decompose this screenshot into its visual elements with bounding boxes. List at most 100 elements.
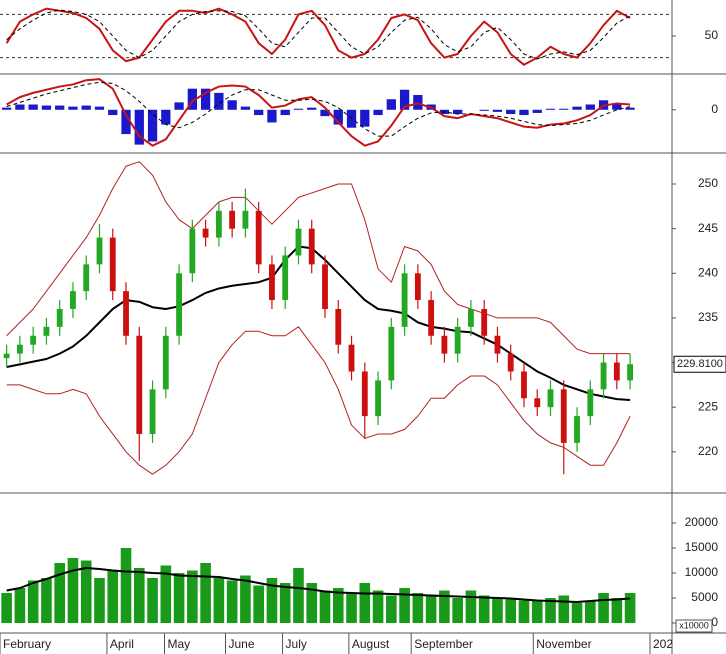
candle-body [574, 416, 580, 443]
histogram-bar [360, 109, 370, 127]
volume-bar [585, 600, 596, 623]
candle-body [70, 291, 76, 309]
candle-body [361, 371, 368, 417]
volume-bar [611, 598, 623, 623]
candle-body [587, 389, 594, 417]
series-line [6, 245, 631, 402]
volume-bar [439, 590, 450, 623]
candle-body [547, 389, 554, 408]
candle-body [162, 335, 169, 390]
histogram-bar [94, 106, 105, 110]
histogram-bar [134, 109, 144, 145]
volume-bar [120, 548, 132, 623]
candle-body [348, 344, 355, 372]
series-line [6, 78, 631, 147]
candle-body [16, 344, 23, 354]
histogram-bar [307, 107, 317, 110]
candle-body [494, 335, 501, 354]
candle-body [375, 380, 381, 417]
histogram-bar [386, 99, 396, 110]
panel: 220225230235240245250229.8100 [3, 161, 726, 475]
volume-bar [226, 580, 238, 623]
histogram-bar [506, 109, 516, 114]
histogram-bar [147, 109, 158, 142]
panel: 50 [0, 7, 719, 66]
candle-body [534, 398, 541, 408]
x-tick-label: February [3, 637, 51, 651]
volume-bar [1, 593, 12, 623]
histogram-bar [413, 95, 423, 110]
candle-body [521, 371, 527, 399]
candle-body [613, 362, 620, 381]
candle-body [215, 210, 222, 238]
panel: 0 5000 10000 15000 20000 February April May June… [0, 515, 718, 654]
histogram-bar [187, 88, 197, 110]
x-tick-label: July [286, 637, 307, 651]
histogram-bar [108, 109, 118, 116]
histogram-bar [399, 89, 410, 110]
y-tick-label: 0 [711, 102, 718, 116]
candle-body [229, 210, 236, 229]
histogram-bar [121, 109, 131, 135]
series-line [6, 9, 631, 60]
volume-bar [279, 583, 291, 623]
histogram-bar [214, 92, 224, 110]
y-tick-label: 50 [705, 28, 719, 42]
candle-body [136, 335, 143, 434]
candle-body [269, 264, 275, 301]
histogram-bar [200, 88, 211, 110]
y-tick-label: 235 [698, 310, 718, 324]
volume-bar [293, 568, 304, 623]
volume-bar [346, 593, 357, 623]
candle-body [83, 264, 90, 292]
volume-bar [54, 563, 65, 623]
volume-bar [558, 595, 570, 623]
y-tick-label: 225 [698, 399, 718, 413]
volume-bar [478, 595, 490, 623]
candle-body [295, 228, 302, 256]
y-tick-label: 0 [711, 615, 718, 629]
histogram-bar [559, 108, 569, 110]
series-line [6, 81, 631, 137]
candle-body [454, 326, 461, 354]
volume-bar [200, 563, 211, 623]
candle-body [322, 264, 328, 309]
volume-bar [253, 585, 264, 623]
histogram-bar [55, 105, 65, 110]
volume-bar [67, 558, 79, 623]
last-price-label: 229.8100 [677, 358, 723, 370]
y-tick-label: 20000 [685, 515, 719, 529]
volume-bar [425, 595, 437, 623]
candle-body [468, 308, 474, 327]
candle-body [282, 255, 289, 301]
y-tick-label: 245 [698, 221, 718, 235]
histogram-bar [492, 109, 503, 112]
last-price-box [673, 355, 726, 373]
x-tick-label: November [536, 637, 591, 651]
histogram-bar [28, 104, 38, 110]
volume-bar [107, 570, 119, 623]
histogram-bar [585, 104, 595, 110]
volume-bar [518, 600, 530, 623]
candle-body [255, 210, 262, 265]
volume-bar [452, 598, 463, 623]
x-tick-label: 202 [653, 637, 673, 651]
panel: 0 [1, 78, 718, 147]
candle-body [189, 228, 196, 274]
histogram-bar [161, 109, 171, 125]
candle-body [109, 237, 116, 292]
histogram-bar [373, 109, 383, 116]
volume-bar [41, 578, 52, 623]
volume-bar [173, 573, 185, 623]
candle-body [96, 237, 103, 265]
y-tick-label: 15000 [685, 540, 719, 554]
histogram-bar [453, 109, 463, 114]
histogram-bar [545, 108, 556, 110]
series-line [6, 326, 631, 475]
candle-body [176, 273, 182, 336]
histogram-bar [625, 107, 635, 110]
volume-bar [266, 578, 278, 623]
candle-body [600, 362, 607, 390]
histogram-bar [68, 106, 78, 110]
